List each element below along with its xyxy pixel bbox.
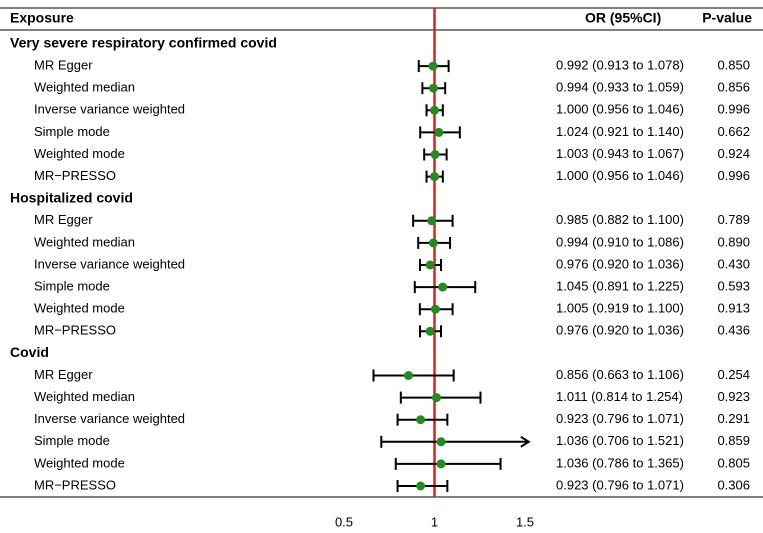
method-label: Simple mode (34, 124, 110, 139)
header-estimate: OR (95%CI) (585, 10, 661, 26)
estimate-label: 0.923 (0.796 to 1.071) (556, 411, 684, 426)
point-estimate (431, 393, 441, 403)
p-value: 0.923 (717, 389, 750, 404)
estimate-label: 0.976 (0.920 to 1.036) (556, 323, 684, 338)
p-value: 0.789 (717, 212, 750, 227)
ci-arrow (520, 435, 531, 448)
point-estimate (428, 83, 438, 93)
p-value: 0.291 (717, 411, 750, 426)
point-estimate (425, 260, 435, 270)
point-estimate (428, 61, 438, 71)
method-label: Inverse variance weighted (34, 102, 185, 117)
estimate-label: 1.036 (0.706 to 1.521) (556, 433, 684, 448)
p-value: 0.859 (717, 433, 750, 448)
x-tick-label: 1.5 (516, 514, 534, 529)
p-value: 0.593 (717, 279, 750, 294)
method-label: Simple mode (34, 279, 110, 294)
p-value: 0.430 (717, 256, 750, 271)
method-label: Inverse variance weighted (34, 256, 185, 271)
estimate-label: 0.992 (0.913 to 1.078) (556, 58, 684, 73)
x-tick-label: 0.5 (335, 514, 353, 529)
estimate-label: 0.856 (0.663 to 1.106) (556, 367, 684, 382)
method-label: MR Egger (34, 212, 93, 227)
estimate-label: 0.994 (0.910 to 1.086) (556, 234, 684, 249)
point-estimate (430, 304, 440, 314)
estimate-label: 1.045 (0.891 to 1.225) (556, 279, 684, 294)
method-label: MR−PRESSO (34, 323, 116, 338)
method-label: MR−PRESSO (34, 168, 116, 183)
method-label: MR Egger (34, 58, 93, 73)
point-estimate (416, 481, 426, 491)
p-value: 0.306 (717, 477, 750, 492)
point-estimate (430, 150, 440, 159)
estimate-label: 1.024 (0.921 to 1.140) (556, 124, 684, 139)
estimate-label: 1.003 (0.943 to 1.067) (556, 146, 684, 161)
header-p: P-value (702, 10, 752, 26)
method-label: MR−PRESSO (34, 477, 116, 492)
p-value: 0.436 (717, 323, 750, 338)
p-value: 0.254 (717, 367, 750, 382)
method-label: Weighted median (34, 80, 135, 95)
p-value: 0.996 (717, 102, 750, 117)
point-estimate (428, 238, 438, 248)
point-estimate (416, 415, 426, 425)
point-estimate (438, 282, 448, 292)
method-label: MR Egger (34, 367, 93, 382)
p-value: 0.856 (717, 80, 750, 95)
estimate-label: 1.000 (0.956 to 1.046) (556, 168, 684, 183)
point-estimate (430, 172, 439, 182)
p-value: 0.890 (717, 234, 750, 249)
group-label: Hospitalized covid (10, 189, 133, 205)
p-value: 0.996 (717, 168, 750, 183)
p-value: 0.913 (717, 301, 750, 316)
point-estimate (430, 105, 439, 115)
point-estimate (434, 127, 444, 137)
method-label: Weighted median (34, 234, 135, 249)
point-estimate (436, 459, 446, 469)
point-estimate (427, 216, 437, 226)
p-value: 0.662 (717, 124, 750, 139)
estimate-label: 0.994 (0.933 to 1.059) (556, 80, 684, 95)
estimate-label: 0.985 (0.882 to 1.100) (556, 212, 684, 227)
estimate-label: 1.036 (0.786 to 1.365) (556, 455, 684, 470)
p-value: 0.924 (717, 146, 750, 161)
point-estimate (403, 371, 413, 380)
method-label: Weighted mode (34, 146, 125, 161)
estimate-label: 1.000 (0.956 to 1.046) (556, 102, 684, 117)
p-value: 0.805 (717, 455, 750, 470)
header-exposure: Exposure (10, 10, 74, 26)
method-label: Simple mode (34, 433, 110, 448)
estimate-label: 1.011 (0.814 to 1.254) (556, 389, 683, 404)
method-label: Weighted mode (34, 455, 125, 470)
group-label: Very severe respiratory confirmed covid (10, 35, 277, 51)
p-value: 0.850 (717, 58, 750, 73)
method-label: Inverse variance weighted (34, 411, 185, 426)
estimate-label: 1.005 (0.919 to 1.100) (556, 301, 684, 316)
estimate-label: 0.976 (0.920 to 1.036) (556, 256, 684, 271)
method-label: Weighted median (34, 389, 135, 404)
group-label: Covid (10, 344, 49, 360)
point-estimate (436, 437, 446, 447)
point-estimate (425, 326, 435, 336)
method-label: Weighted mode (34, 301, 125, 316)
estimate-label: 0.923 (0.796 to 1.071) (556, 477, 684, 492)
x-tick-label: 1 (431, 514, 438, 529)
